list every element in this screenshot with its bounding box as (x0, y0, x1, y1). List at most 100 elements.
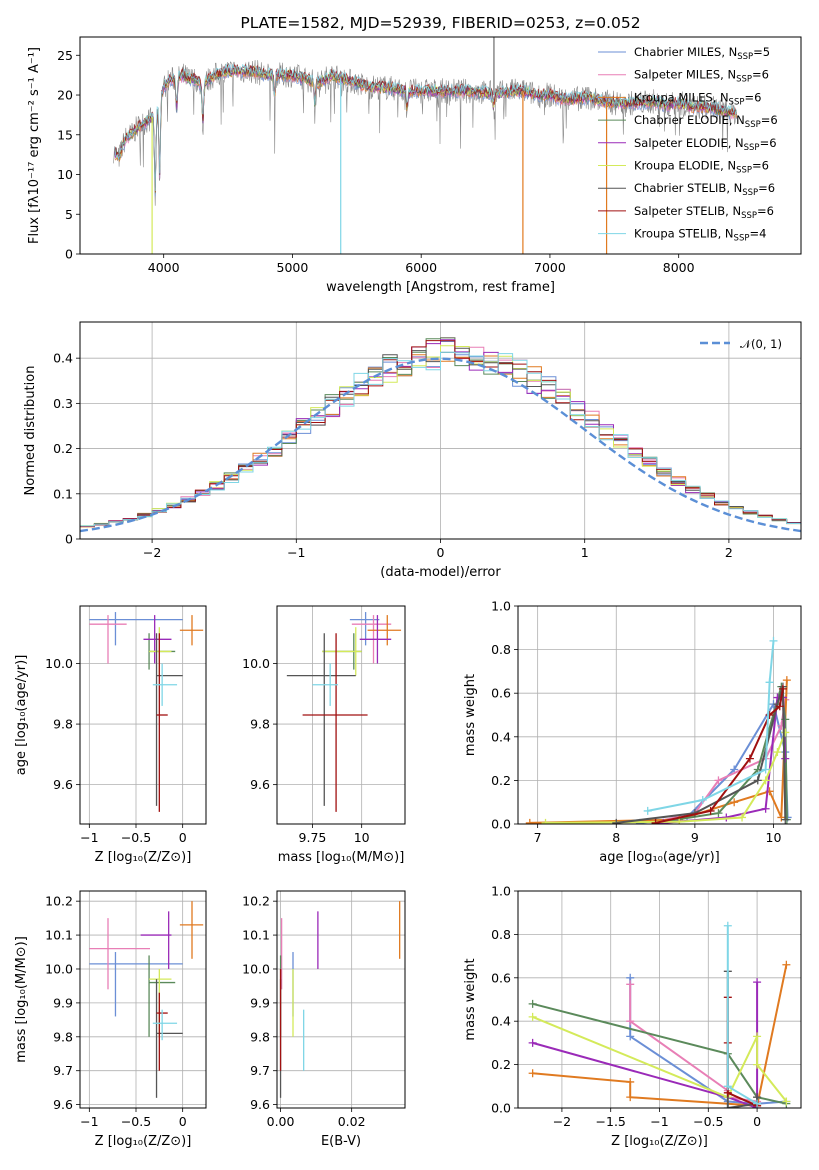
x-tick-label: 4000 (148, 260, 180, 275)
y-tick-label: 9.8 (250, 717, 270, 732)
axes-frame (517, 890, 802, 1109)
y-axis-label: Flux [fλ10⁻¹⁷ erg cm⁻² s⁻¹ A⁻¹] (27, 47, 42, 244)
weight-line (532, 1002, 787, 1105)
weight-marker (698, 796, 707, 805)
x-tick-label: −2 (553, 1114, 571, 1129)
x-tick-label: 0.02 (338, 1114, 366, 1129)
y-tick-label: 25 (57, 48, 73, 63)
legend: Chabrier MILES, NSSP=5 Salpeter MILES, NS… (598, 45, 778, 244)
weight-marker (723, 1082, 732, 1091)
x-tick-label: 0.00 (267, 1114, 295, 1129)
chart-title: PLATE=1582, MJD=52939, FIBERID=0253, z=0… (240, 14, 640, 32)
data-point (143, 615, 172, 664)
weight-marker (782, 1097, 791, 1106)
x-tick-label: −1 (80, 1114, 98, 1129)
weight-marker (765, 711, 774, 719)
x-tick-label: −0.5 (121, 830, 151, 845)
y-tick-label: 9.9 (250, 995, 270, 1010)
y-tick-label: 1.0 (491, 599, 511, 614)
axes-residuals: −2 −1 0 1 2 0 0.1 0.2 0.3 0.4 (data-model)/error No… (23, 322, 801, 580)
x-axis-label: age [log₁₀(age/yr)] (599, 850, 720, 865)
axes-age-vs-Z: −1 −0.5 0 9.6 9.8 10.0 Z [log₁₀(Z/Z⊙)] age [log… (14, 606, 206, 865)
y-tick-label: 0.8 (491, 642, 511, 657)
normal-reference-curve (80, 357, 801, 533)
x-tick-label: 6000 (405, 260, 437, 275)
x-tick-label: −0.5 (693, 1114, 723, 1129)
x-tick-label: 0 (753, 1114, 761, 1129)
x-axis-label: Z [log₁₀(Z/Z⊙)] (95, 1134, 192, 1149)
x-axis-label: Z [log₁₀(Z/Z⊙)] (95, 850, 192, 865)
weight-marker (753, 1099, 762, 1108)
axes-frame (79, 321, 802, 540)
y-tick-label: 0 (65, 247, 73, 262)
weight-line (529, 680, 788, 824)
y-tick-label: 0.0 (491, 817, 511, 832)
x-tick-label: 5000 (277, 260, 309, 275)
data-point (148, 955, 176, 1037)
x-tick-label: −1 (650, 1114, 668, 1129)
y-tick-label: 0.4 (53, 351, 73, 366)
axes-frame (79, 605, 207, 825)
x-tick-label: 2 (725, 545, 733, 560)
weight-marker (723, 1104, 732, 1108)
plot-area-age-vs-Z (89, 612, 204, 812)
weight-marker (675, 817, 684, 824)
y-tick-label: 9.8 (53, 717, 73, 732)
data-point (312, 663, 339, 706)
y-tick-label: 1.0 (491, 884, 511, 899)
legend-label: Kroupa ELODIE, NSSP=6 (634, 159, 769, 176)
weight-marker (753, 1060, 762, 1069)
x-axis-label: (data-model)/error (380, 565, 501, 580)
x-tick-label: 10 (766, 830, 782, 845)
legend-label: Chabrier STELIB, NSSP=6 (634, 181, 775, 198)
axes-mass-weight-vs-age: 7 8 9 10 0.0 0.2 0.4 0.6 0.8 1.0 age [log₁₀(age/yr… (463, 599, 801, 865)
y-tick-label: 10.2 (45, 894, 73, 909)
weight-marker (738, 813, 747, 822)
data-point (286, 633, 356, 806)
legend-label: 𝒩(0, 1) (740, 337, 782, 351)
weight-marker (773, 748, 782, 757)
y-tick-label: 10.1 (242, 928, 270, 943)
x-tick-label: 8000 (663, 260, 695, 275)
weight-marker (626, 1077, 635, 1086)
plot-area-mass-vs-Z (89, 901, 204, 1098)
y-tick-label: 10.0 (45, 656, 73, 671)
axes-mass-weight-vs-Z: −2 −1.5 −1 −0.5 0 0.0 0.2 0.4 0.6 0.8 1.0 Z [log₁₀(… (463, 884, 801, 1149)
legend-label: Chabrier MILES, NSSP=5 (634, 45, 770, 62)
weight-marker (528, 999, 537, 1008)
y-tick-label: 0.2 (491, 1057, 511, 1072)
weight-marker (626, 980, 635, 989)
plot-area-residuals (80, 337, 801, 533)
legend-label: Salpeter ELODIE, NSSP=6 (634, 136, 777, 153)
data-point (156, 633, 168, 812)
weight-marker (753, 1032, 762, 1041)
y-tick-label: 0 (65, 532, 73, 547)
x-tick-label: 9 (691, 830, 699, 845)
y-tick-label: 9.7 (250, 1063, 270, 1078)
x-axis-label: wavelength [Angstrom, rest frame] (326, 280, 555, 295)
weight-marker (781, 728, 790, 737)
data-point (155, 633, 183, 806)
y-tick-label: 9.6 (250, 777, 270, 792)
weight-marker (753, 978, 762, 987)
axes-frame (276, 605, 406, 825)
x-tick-label: 9.75 (299, 830, 327, 845)
axes-frame (517, 605, 802, 825)
y-tick-label: 0.1 (53, 486, 73, 501)
y-tick-label: 9.6 (53, 777, 73, 792)
model-spectrum (114, 63, 737, 192)
weight-marker (775, 702, 784, 711)
data-point (89, 612, 183, 646)
x-tick-label: 0 (179, 830, 187, 845)
legend-label: Chabrier ELODIE, NSSP=6 (634, 113, 778, 130)
plot-area-mass-weight-vs-age (525, 636, 792, 824)
y-axis-label: mass [log₁₀(M/M⊙)] (14, 936, 29, 1063)
axes-mass-vs-Z: −1 −0.5 0 9.6 9.7 9.8 9.9 10.0 10.1 10.2 Z [log₁₀(… (14, 891, 206, 1149)
axes-frame (79, 890, 207, 1109)
weight-marker (781, 754, 790, 763)
y-tick-label: 10.0 (242, 961, 270, 976)
y-tick-label: 0.2 (491, 773, 511, 788)
data-point (89, 918, 150, 990)
weight-marker (761, 765, 770, 774)
y-tick-label: 0.8 (491, 927, 511, 942)
